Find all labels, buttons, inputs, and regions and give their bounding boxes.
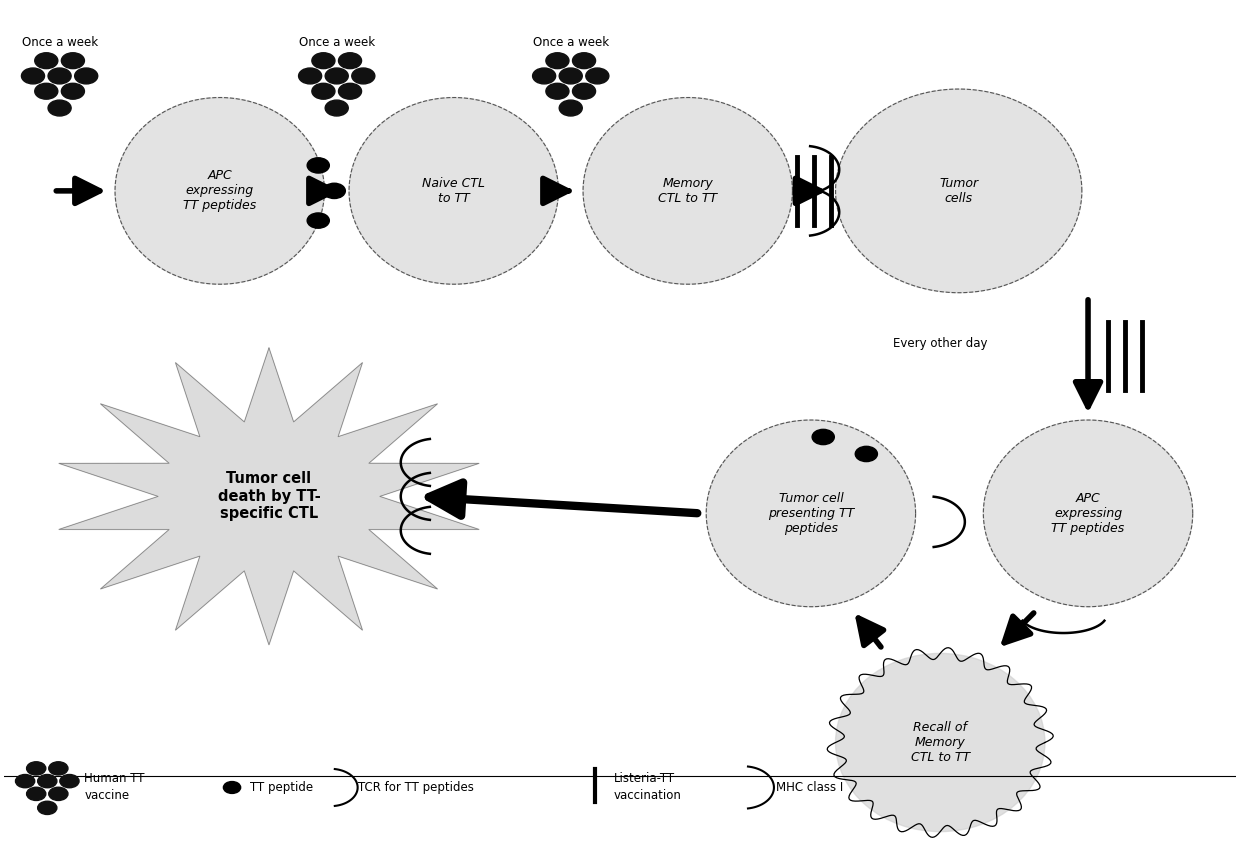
Circle shape [48,68,71,84]
Text: APC
expressing
TT peptides: APC expressing TT peptides [184,170,257,213]
Circle shape [533,68,556,84]
Circle shape [60,775,79,788]
Circle shape [15,775,35,788]
Circle shape [339,83,362,99]
Text: MHC class I: MHC class I [776,781,843,794]
Text: Tumor cell
presenting TT
peptides: Tumor cell presenting TT peptides [768,492,854,535]
Text: TCR for TT peptides: TCR for TT peptides [357,781,474,794]
Circle shape [48,100,71,116]
Circle shape [26,788,46,800]
Text: Every other day: Every other day [893,337,987,351]
Text: Listeria-TT: Listeria-TT [614,772,675,786]
Circle shape [74,68,98,84]
Circle shape [312,53,335,69]
Circle shape [21,68,45,84]
Ellipse shape [583,98,792,285]
Circle shape [585,68,609,84]
Text: Once a week: Once a week [533,36,609,49]
Circle shape [299,68,321,84]
Circle shape [325,68,348,84]
Text: Recall of
Memory
CTL to TT: Recall of Memory CTL to TT [910,721,970,764]
Circle shape [37,775,57,788]
Circle shape [26,762,46,775]
Ellipse shape [836,89,1081,293]
Text: Tumor cell
death by TT-
specific CTL: Tumor cell death by TT- specific CTL [217,471,320,521]
Circle shape [352,68,374,84]
Ellipse shape [115,98,325,285]
Text: TT peptide: TT peptide [250,781,314,794]
Circle shape [35,83,58,99]
Circle shape [856,446,878,462]
Text: Human TT: Human TT [84,772,145,786]
Text: Memory
CTL to TT: Memory CTL to TT [658,177,717,205]
Circle shape [812,429,835,445]
Text: vaccination: vaccination [614,789,682,802]
Circle shape [546,53,569,69]
Circle shape [48,762,68,775]
Circle shape [559,100,583,116]
Circle shape [573,53,595,69]
Circle shape [324,183,345,199]
Circle shape [61,53,84,69]
Circle shape [37,801,57,814]
Ellipse shape [348,98,558,285]
Text: vaccine: vaccine [84,789,129,802]
Ellipse shape [836,653,1045,831]
Circle shape [573,83,595,99]
Circle shape [559,68,583,84]
Circle shape [308,213,330,228]
Circle shape [35,53,58,69]
Circle shape [48,788,68,800]
Circle shape [339,53,362,69]
Ellipse shape [707,420,915,607]
Circle shape [325,100,348,116]
Text: Tumor
cells: Tumor cells [939,177,978,205]
Circle shape [308,158,330,173]
Circle shape [546,83,569,99]
Circle shape [223,782,241,794]
Text: Naive CTL
to TT: Naive CTL to TT [423,177,485,205]
Text: Once a week: Once a week [299,36,374,49]
Circle shape [312,83,335,99]
Polygon shape [58,348,479,645]
Circle shape [61,83,84,99]
Text: Once a week: Once a week [21,36,98,49]
Text: APC
expressing
TT peptides: APC expressing TT peptides [1052,492,1125,535]
Ellipse shape [983,420,1193,607]
